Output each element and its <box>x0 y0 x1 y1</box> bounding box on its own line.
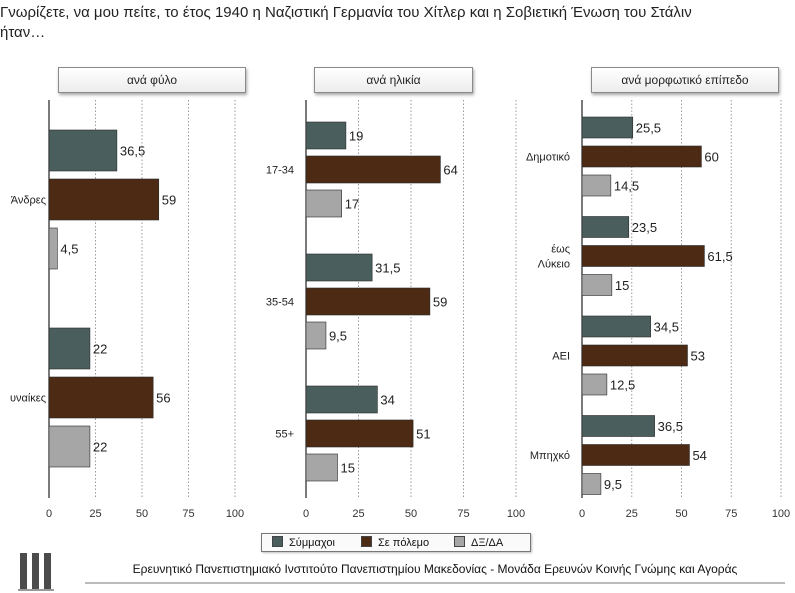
x-tick-label: 100 <box>507 508 525 520</box>
data-label-at-war: 54 <box>692 448 706 463</box>
x-tick-label: 25 <box>352 508 364 520</box>
legend-swatch-at-war <box>361 536 372 547</box>
bar-allies <box>581 415 655 437</box>
x-tick-label: 0 <box>579 508 585 520</box>
data-label-at-war: 59 <box>433 295 447 310</box>
bar-dk <box>305 189 343 218</box>
x-tick-label: 75 <box>457 508 469 520</box>
x-tick-label: 50 <box>136 508 148 520</box>
panel-title-gender: ανά φύλο <box>58 67 246 93</box>
x-tick-label: 100 <box>226 508 244 520</box>
category-label: έως <box>551 244 570 256</box>
bar-at-war <box>581 344 688 367</box>
legend-item-dk: ΔΞ/ΔΑ <box>454 536 503 549</box>
data-label-dk: 15 <box>341 461 355 476</box>
data-label-allies: 31,5 <box>375 261 400 276</box>
chart-education: 0 25 50 75 100 25,5 60 14,5 Δημοτικό 23,5 61,5 15 έω… <box>526 100 790 520</box>
x-tick-label: 25 <box>626 508 638 520</box>
bar-allies <box>581 216 630 238</box>
data-label-allies: 36,5 <box>120 144 145 159</box>
data-label-dk: 4,5 <box>60 242 78 257</box>
category-label: Μπηχκό <box>530 450 570 462</box>
category-label: ΑΕΙ <box>552 351 570 363</box>
panel-title-education: ανά μορφωτικό επίπεδο <box>591 67 779 93</box>
bar-at-war <box>581 245 705 267</box>
data-label-at-war: 60 <box>704 150 718 165</box>
data-label-at-war: 64 <box>443 163 457 178</box>
bar-allies <box>48 129 118 172</box>
footer-source: Ερευνητικό Πανεπιστημιακό Ινστιτούτο Παν… <box>85 556 785 584</box>
bar-at-war <box>305 287 431 316</box>
x-tick-label: 100 <box>772 508 790 520</box>
data-label-dk: 12,5 <box>610 378 635 393</box>
bar-dk <box>581 274 613 296</box>
bar-allies <box>305 253 373 282</box>
institute-logo <box>18 553 54 591</box>
bar-at-war <box>305 155 441 184</box>
bar-at-war <box>48 376 154 419</box>
data-label-at-war: 56 <box>156 391 170 406</box>
data-label-allies: 34,5 <box>654 320 679 335</box>
legend-label-allies: Σύμμαχοι <box>289 537 335 549</box>
category-label: 35-54 <box>266 297 294 309</box>
x-tick-label: 25 <box>89 508 101 520</box>
bar-dk <box>581 174 612 197</box>
bar-dk <box>305 453 338 482</box>
x-tick-label: 75 <box>182 508 194 520</box>
category-label: 55+ <box>275 429 294 441</box>
data-label-allies: 19 <box>349 129 363 144</box>
data-label-allies: 34 <box>380 393 394 408</box>
data-label-allies: 25,5 <box>636 121 661 136</box>
bar-dk <box>581 473 602 495</box>
x-tick-label: 0 <box>303 508 309 520</box>
data-label-dk: 9,5 <box>329 329 347 344</box>
data-label-dk: 15 <box>615 278 629 293</box>
bar-dk <box>305 321 327 350</box>
bar-dk <box>48 425 91 468</box>
panel-title-age: ανά ηλικία <box>314 67 473 93</box>
data-label-dk: 14,5 <box>614 179 639 194</box>
x-tick-label: 75 <box>725 508 737 520</box>
bar-at-war <box>48 178 160 221</box>
question-text: Γνωρίζετε, να μου πείτε, το έτος 1940 η … <box>0 4 692 41</box>
data-label-dk: 9,5 <box>604 477 622 492</box>
data-label-allies: 23,5 <box>632 220 657 235</box>
bar-allies <box>581 315 651 338</box>
data-label-at-war: 53 <box>690 349 704 364</box>
bar-at-war <box>581 145 702 168</box>
bar-dk <box>581 373 608 396</box>
bar-at-war <box>581 444 690 466</box>
legend-item-at-war: Σε πόλεμο <box>361 536 429 549</box>
chart-gender: 0 25 50 75 100 36,5 59 4,5 Άνδρες 22 56 22 υναίκες <box>10 100 244 520</box>
data-label-at-war: 59 <box>162 193 176 208</box>
category-label: Δημοτικό <box>526 152 570 164</box>
category-label: Λύκειο <box>538 259 570 271</box>
category-label: 17-34 <box>266 165 294 177</box>
x-tick-label: 0 <box>46 508 52 520</box>
category-label: Άνδρες <box>11 195 46 207</box>
data-label-allies: 36,5 <box>658 419 683 434</box>
data-label-allies: 22 <box>93 342 107 357</box>
bar-dk <box>48 227 58 270</box>
data-label-dk: 22 <box>93 440 107 455</box>
chart-age: 0 25 50 75 100 19 64 17 17-34 31,5 59 9,5 35-54 34 51 1… <box>266 100 525 520</box>
data-label-dk: 17 <box>345 197 359 212</box>
bar-allies <box>581 116 634 139</box>
x-tick-label: 50 <box>675 508 687 520</box>
x-tick-label: 50 <box>405 508 417 520</box>
category-label: υναίκες <box>10 393 46 405</box>
data-label-at-war: 61,5 <box>707 249 732 264</box>
legend-label-dk: ΔΞ/ΔΑ <box>471 537 504 549</box>
legend-item-allies: Σύμμαχοι <box>272 536 335 549</box>
legend-label-at-war: Σε πόλεμο <box>378 537 430 549</box>
bar-allies <box>305 121 347 150</box>
legend-swatch-allies <box>272 536 283 547</box>
legend: Σύμμαχοι Σε πόλεμο ΔΞ/ΔΑ <box>261 533 531 552</box>
data-label-at-war: 51 <box>416 427 430 442</box>
bar-allies <box>305 385 378 414</box>
bar-allies <box>48 327 91 370</box>
bar-at-war <box>305 419 414 448</box>
legend-swatch-dk <box>454 536 465 547</box>
